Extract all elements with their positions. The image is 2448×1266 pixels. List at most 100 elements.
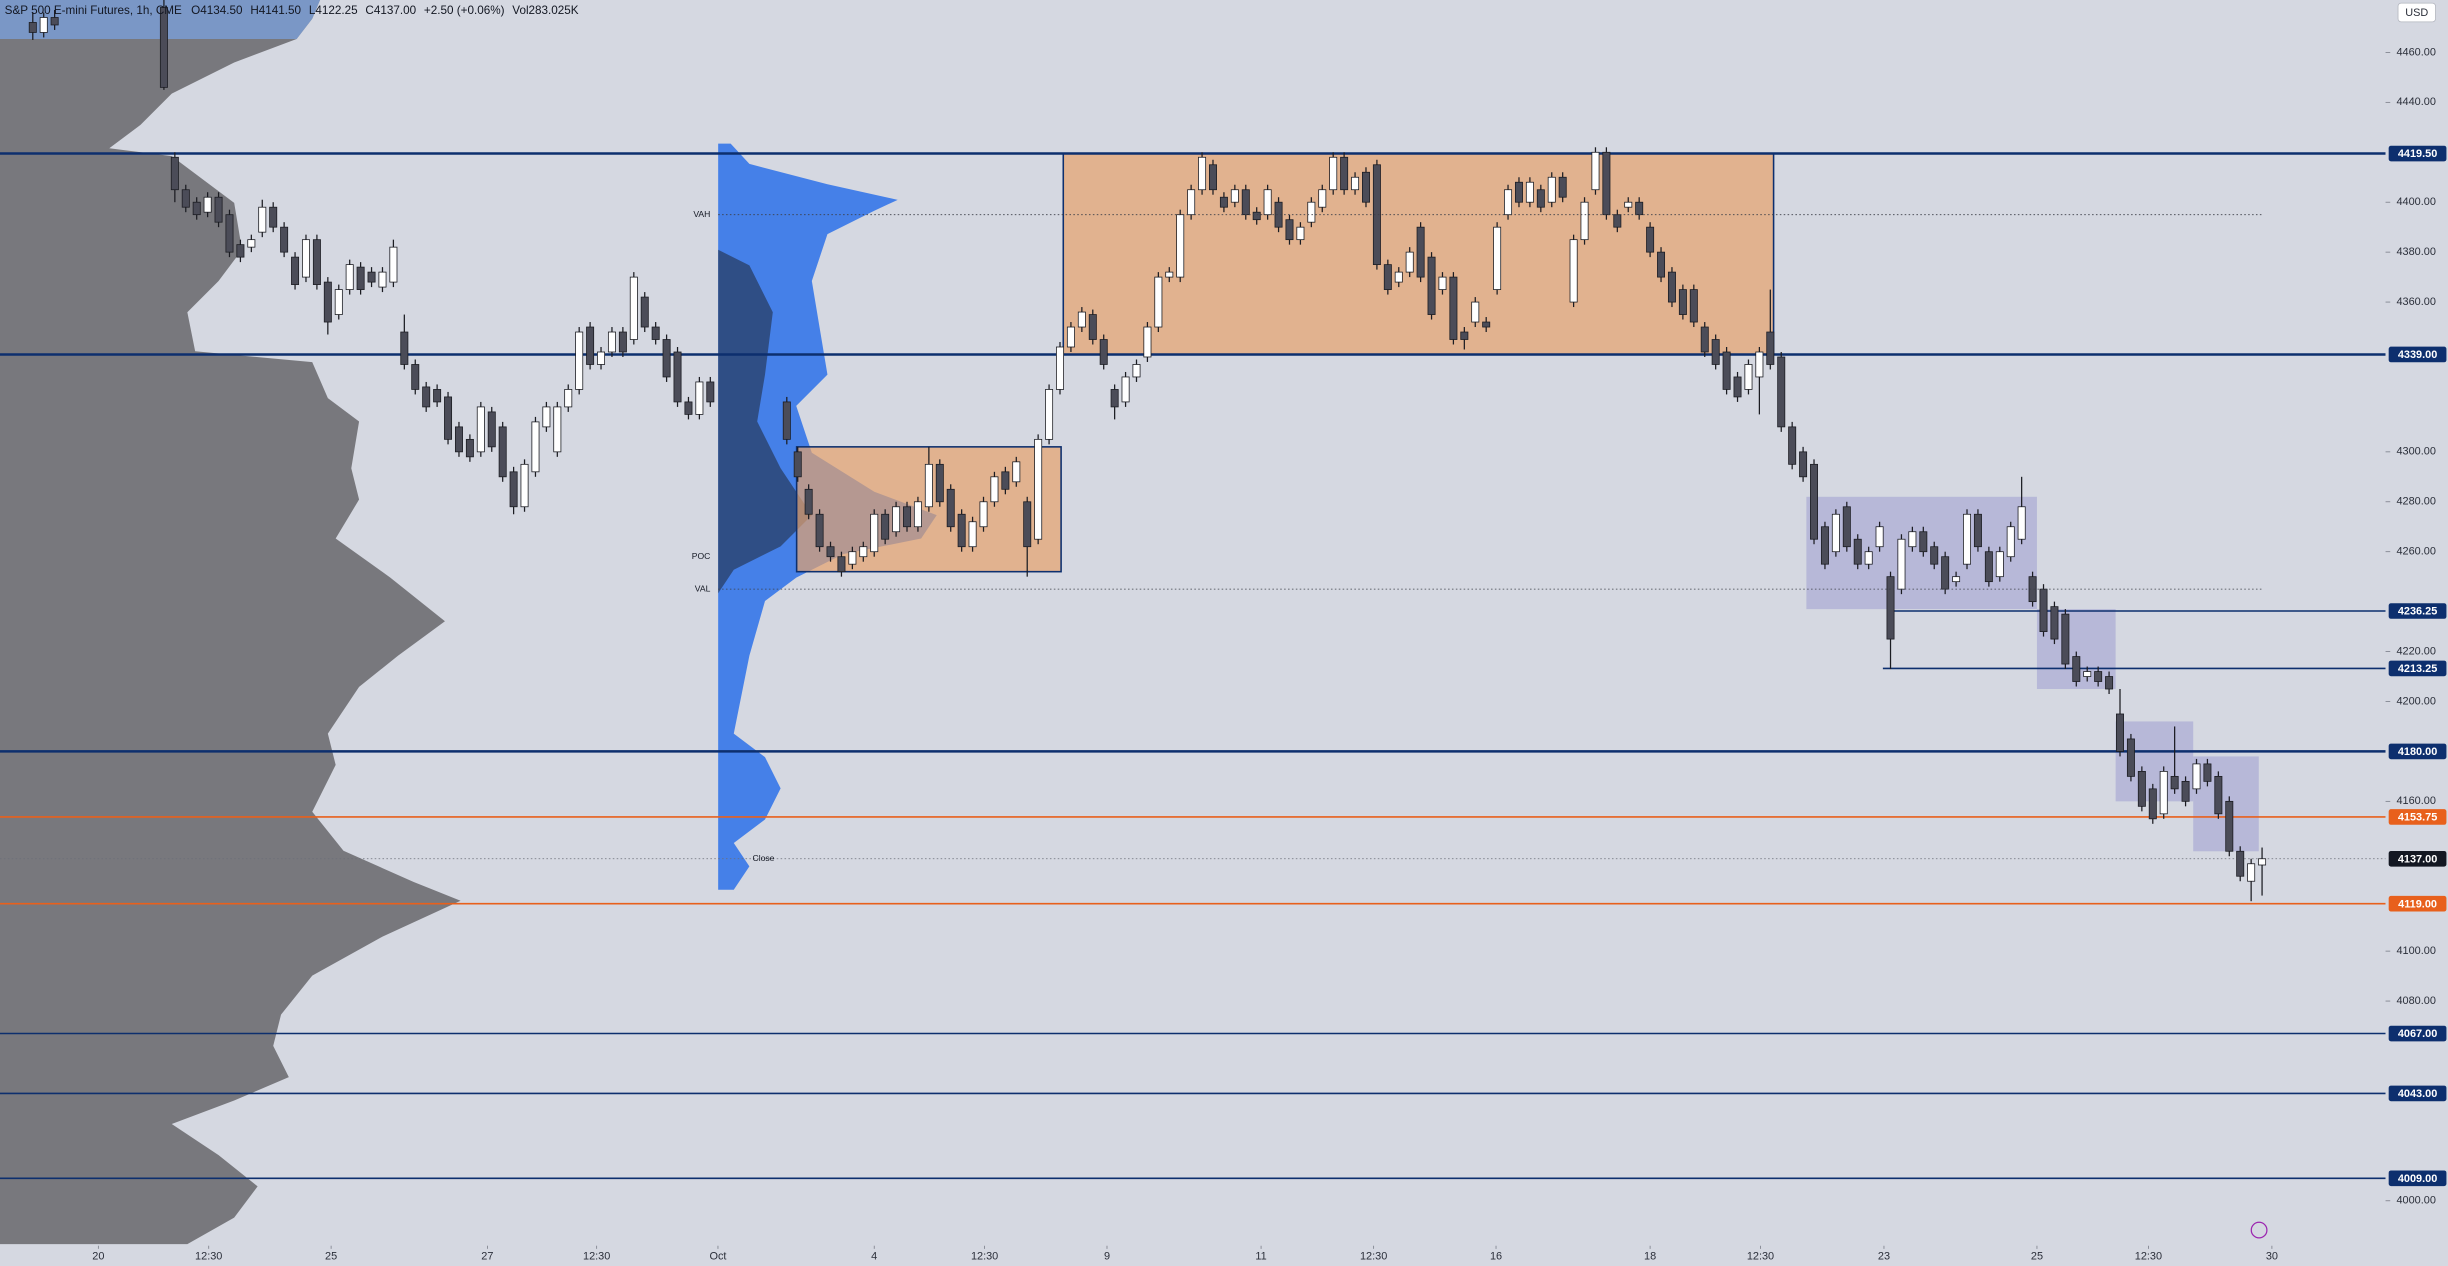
candle-body: [1963, 513, 1971, 565]
candle-body: [607, 331, 616, 353]
candle-body: [1569, 239, 1578, 303]
candle-body: [542, 406, 551, 428]
price-badge: [2388, 1085, 2447, 1102]
candle-body: [2170, 775, 2179, 790]
candle-body: [280, 226, 289, 253]
candle-body: [291, 256, 300, 285]
price-badge: [2388, 145, 2447, 162]
candle-body: [1941, 556, 1950, 590]
time-axis-background: [0, 1245, 2386, 1266]
candle-body: [1296, 226, 1305, 241]
candle-body: [1514, 181, 1523, 203]
x-tick-label: 30: [2266, 1251, 2278, 1263]
candle-body: [618, 331, 627, 353]
annotation: Close: [753, 853, 775, 863]
candle-body: [1864, 551, 1873, 565]
candle-body: [1285, 219, 1294, 241]
price-badge: [2388, 1170, 2447, 1187]
y-tick-label: 4200.00: [2396, 695, 2435, 707]
currency-box[interactable]: [2397, 2, 2436, 23]
y-tick-label: 4440.00: [2396, 96, 2435, 108]
candle-body: [1045, 389, 1054, 440]
x-tick-label: 25: [2031, 1251, 2043, 1263]
candle-body: [2225, 800, 2234, 852]
x-tick-label: 12:30: [1360, 1251, 1387, 1263]
candle-body: [1875, 526, 1884, 548]
axes: 4460.00 4440.00 4400.00 4380.00 4360.00 4300.…: [92, 46, 2436, 1262]
candle-body: [203, 196, 212, 213]
candle-body: [1143, 326, 1152, 358]
price-badge: [2388, 1025, 2447, 1042]
y-tick-label: 4080.00: [2396, 995, 2435, 1007]
candle-body: [640, 296, 649, 328]
candle-body: [367, 271, 376, 283]
candle-body: [1340, 156, 1349, 191]
y-tick-label: 4000.00: [2396, 1195, 2435, 1207]
candle-body: [1034, 438, 1043, 540]
candle-body: [1187, 189, 1196, 216]
candle-body: [2017, 506, 2026, 540]
y-tick-label: 4160.00: [2396, 795, 2435, 807]
candle-body: [2083, 671, 2092, 677]
candle-body: [1547, 176, 1556, 203]
candle-body: [1799, 451, 1808, 478]
candle-body: [1995, 551, 2004, 578]
y-tick-label: 4280.00: [2396, 496, 2435, 508]
candle-body: [269, 206, 278, 228]
candle-body: [2181, 780, 2190, 802]
candle-body: [1525, 181, 1534, 203]
candle-body: [389, 246, 398, 283]
candle-body: [2192, 763, 2201, 790]
candle-body: [1099, 339, 1108, 365]
candle-body: [2148, 788, 2157, 820]
candle-body: [1121, 376, 1130, 403]
candle-body: [2137, 770, 2146, 807]
candle-body: [564, 389, 573, 408]
candle-body: [990, 476, 999, 503]
candle-body: [706, 381, 715, 403]
candle-body: [247, 239, 256, 248]
x-tick-label: 23: [1878, 1251, 1890, 1263]
candle-body: [1602, 151, 1611, 216]
candle-body: [1460, 331, 1469, 340]
price-axis-background: [2385, 0, 2448, 1266]
candle-body: [1023, 501, 1032, 548]
x-tick-label: 25: [325, 1251, 337, 1263]
x-tick-label: 27: [481, 1251, 493, 1263]
candle-body: [1482, 321, 1491, 328]
annotation: POC: [692, 551, 711, 561]
candle-body: [2006, 526, 2015, 558]
candle-body: [782, 401, 791, 440]
price-badge: [2388, 895, 2447, 912]
price-badge: [2388, 850, 2447, 867]
candle-body: [400, 331, 409, 365]
y-tick-label: 4460.00: [2396, 46, 2435, 58]
candle-body: [1886, 576, 1895, 640]
x-tick-label: 12:30: [195, 1251, 222, 1263]
candle-body: [509, 471, 518, 508]
candle-body: [892, 506, 901, 533]
candle-body: [1657, 251, 1666, 278]
candles: [28, 0, 2267, 902]
candle-body: [192, 201, 201, 216]
candle-body: [837, 556, 846, 573]
candle-body: [531, 421, 540, 473]
alert-icon[interactable]: [2250, 1221, 2268, 1239]
candle-body: [1176, 214, 1185, 278]
candle-body: [465, 438, 474, 458]
candle-body: [378, 271, 387, 288]
x-tick-label: 9: [1104, 1251, 1110, 1263]
candle-body: [859, 546, 868, 558]
candle-body: [957, 513, 966, 548]
candle-body: [1066, 326, 1075, 348]
annotations: VAH POC VAL Close: [692, 209, 2264, 863]
candle-body: [804, 488, 813, 515]
candle-body: [1012, 461, 1021, 483]
price-badge-label: 4339.00: [2398, 349, 2437, 361]
candle-body: [903, 506, 911, 528]
candle-body: [793, 451, 802, 478]
candle-body: [422, 386, 431, 408]
annotation: VAL: [695, 583, 711, 593]
candle-body: [870, 513, 879, 553]
